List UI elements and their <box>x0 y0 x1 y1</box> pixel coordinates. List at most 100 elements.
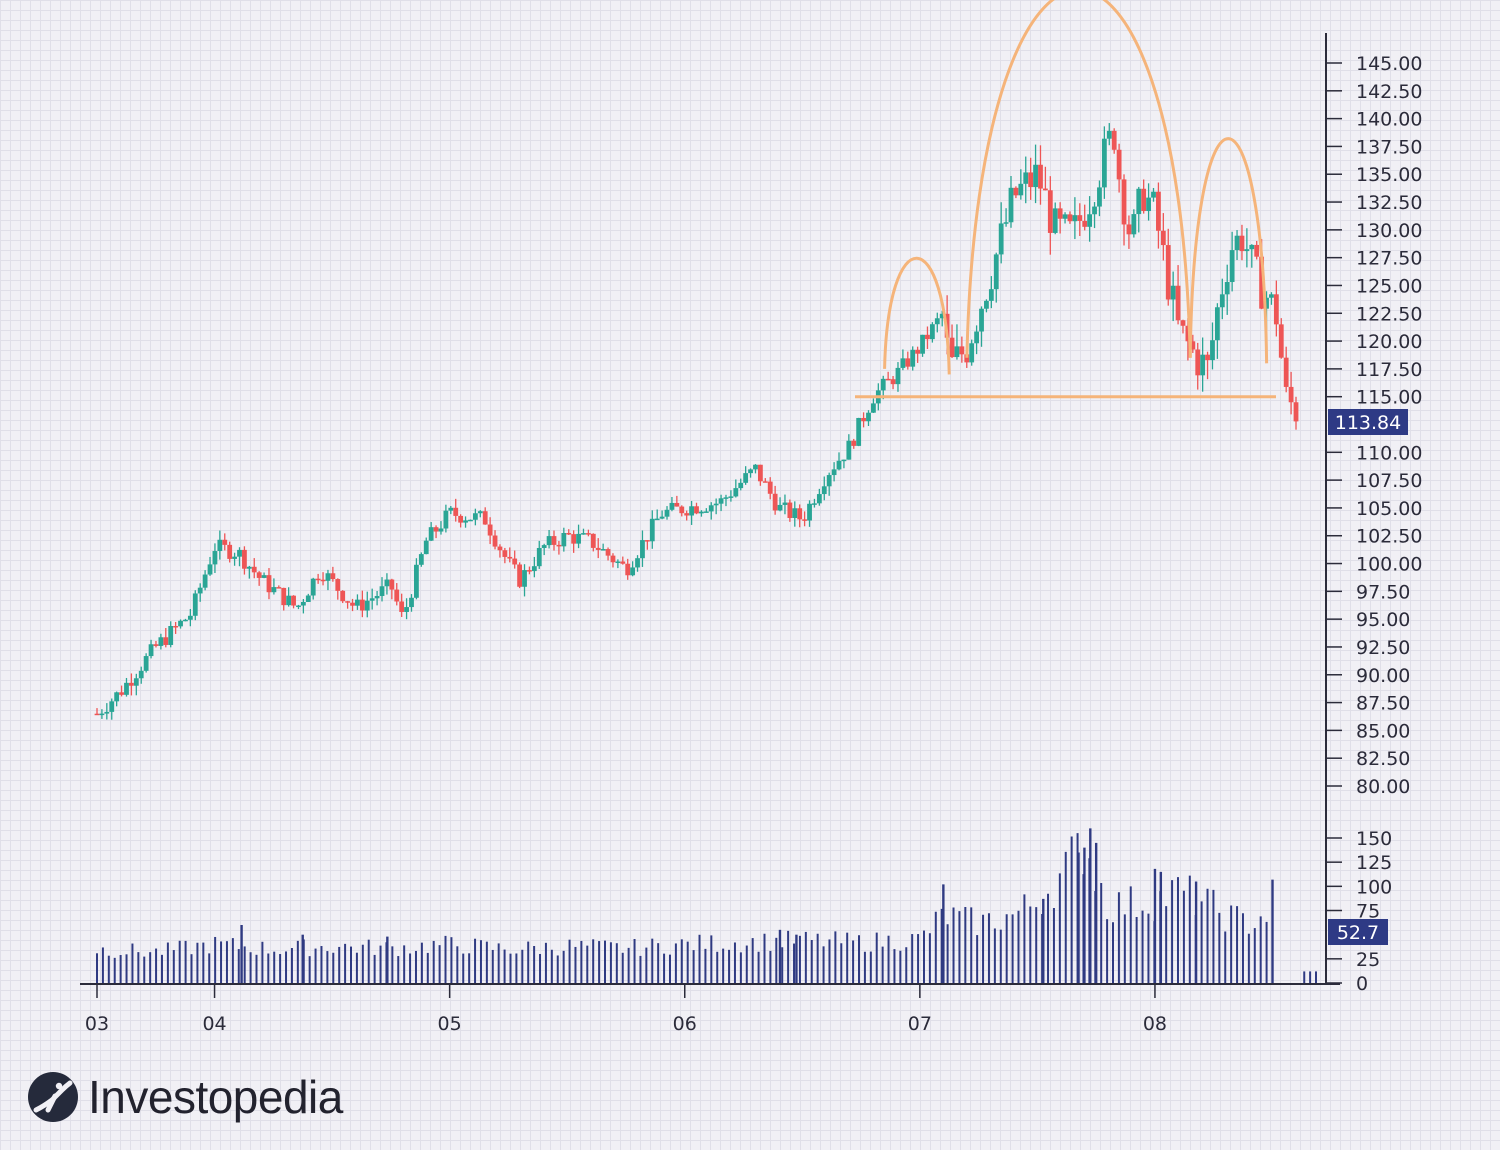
candle <box>993 252 999 303</box>
candle <box>507 547 513 563</box>
candle <box>959 336 965 363</box>
candle <box>133 673 139 696</box>
candle <box>831 462 837 482</box>
candle <box>949 324 955 359</box>
candle <box>1092 202 1097 229</box>
candle <box>138 666 144 684</box>
candle <box>443 504 449 533</box>
candle <box>128 673 134 696</box>
candle <box>1008 175 1014 228</box>
candle <box>286 587 292 607</box>
candle <box>458 514 464 528</box>
candle <box>546 529 552 549</box>
candle <box>807 500 812 527</box>
price-tick-label: 145.00 <box>1356 53 1422 75</box>
candle <box>178 619 183 629</box>
candle <box>109 698 115 720</box>
candle <box>738 478 744 491</box>
candle <box>861 412 866 428</box>
candle <box>846 434 852 460</box>
candle <box>934 312 940 333</box>
candle <box>836 452 842 471</box>
candle <box>674 495 680 507</box>
candle <box>281 587 287 611</box>
candle <box>743 466 749 485</box>
head-arc <box>965 0 1192 358</box>
candle <box>826 472 832 496</box>
price-tick-label: 125.00 <box>1356 275 1422 297</box>
candle <box>635 555 640 572</box>
candle <box>453 498 459 522</box>
candle <box>1229 231 1235 292</box>
candle <box>1072 197 1078 240</box>
last-volume-badge <box>1328 919 1388 945</box>
candle <box>600 543 606 551</box>
candle <box>536 540 542 569</box>
candle <box>143 653 149 673</box>
candle <box>330 566 336 582</box>
candle <box>497 544 503 558</box>
candle <box>379 577 385 602</box>
price-tick-label: 92.50 <box>1356 637 1410 659</box>
candle <box>222 533 228 551</box>
candle <box>1018 169 1024 200</box>
candle <box>389 578 395 600</box>
candle <box>925 326 930 349</box>
candle <box>433 525 439 539</box>
candle <box>522 564 527 597</box>
candle <box>659 510 665 520</box>
candle <box>802 511 808 527</box>
candle <box>183 618 188 622</box>
candle <box>114 691 120 707</box>
candle <box>576 524 581 549</box>
candle <box>325 569 331 591</box>
price-tick-label: 95.00 <box>1356 609 1410 631</box>
candle <box>1042 166 1048 191</box>
candle <box>1003 208 1009 227</box>
candle <box>266 568 272 600</box>
candle <box>217 530 223 560</box>
price-tick-label: 132.50 <box>1356 192 1422 214</box>
candle <box>684 510 690 521</box>
candle <box>1077 203 1083 236</box>
candle <box>1224 264 1230 315</box>
candle <box>767 477 773 500</box>
candle <box>477 510 483 518</box>
candle <box>1131 209 1137 238</box>
candle <box>414 558 419 600</box>
candle <box>699 510 704 517</box>
price-axis-ticks: 145.00 142.50 140.00 137.50 135.00 132.50 130.… <box>1326 53 1422 798</box>
candle <box>1273 280 1279 337</box>
price-tick-label: 80.00 <box>1356 776 1410 798</box>
candle <box>197 583 203 602</box>
price-tick-label: 140.00 <box>1356 109 1422 131</box>
price-tick-label: 97.50 <box>1356 581 1410 603</box>
candle <box>1146 183 1151 221</box>
candle <box>251 558 257 579</box>
time-axis-ticks: 03 04 05 06 07 08 <box>85 984 1167 1035</box>
candle <box>723 494 729 507</box>
price-tick-label: 130.00 <box>1356 220 1422 242</box>
candle <box>359 590 365 618</box>
candle <box>895 362 901 392</box>
investopedia-logo[interactable]: Investopedia <box>26 1070 343 1124</box>
volume-tick-label: 0 <box>1356 973 1368 995</box>
candle <box>900 349 906 371</box>
candle <box>399 593 405 617</box>
price-tick-label: 142.50 <box>1356 81 1422 103</box>
candle <box>448 506 454 515</box>
candle <box>762 478 768 483</box>
candle <box>404 598 409 620</box>
candle <box>350 598 355 612</box>
candle <box>300 599 306 614</box>
candle <box>585 529 591 537</box>
time-tick-label: 08 <box>1143 1013 1167 1035</box>
candle <box>782 494 788 515</box>
price-tick-label: 85.00 <box>1356 720 1410 742</box>
candle <box>644 540 650 550</box>
candle <box>871 398 876 413</box>
candle <box>423 537 429 555</box>
candle <box>256 571 262 586</box>
